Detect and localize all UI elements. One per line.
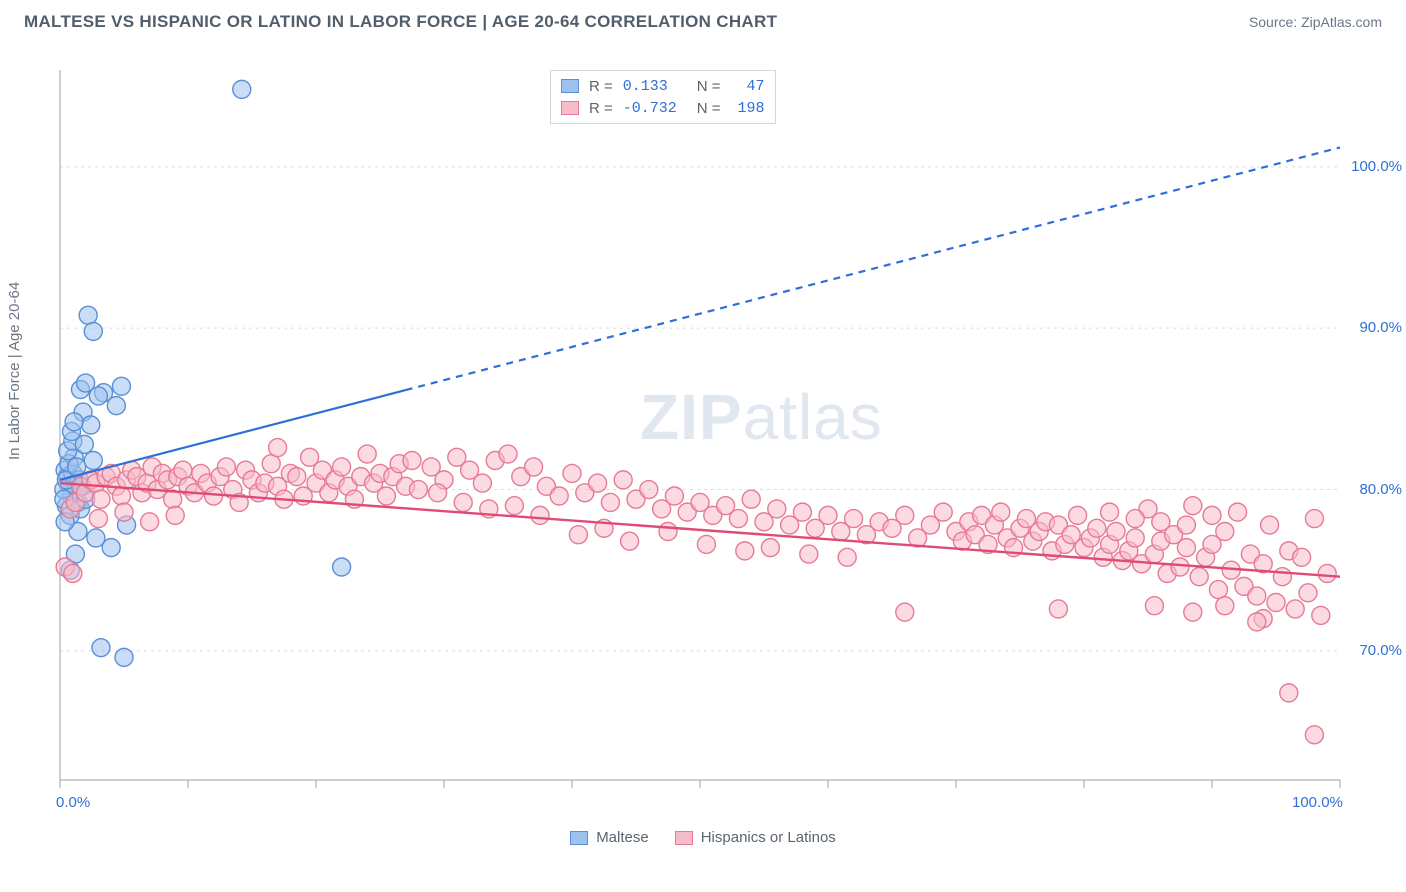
chart-title: MALTESE VS HISPANIC OR LATINO IN LABOR F… xyxy=(24,12,777,32)
y-tick-label: 80.0% xyxy=(1359,481,1402,498)
bottom-legend: Maltese Hispanics or Latinos xyxy=(0,829,1406,846)
y-tick-label: 70.0% xyxy=(1359,642,1402,659)
y-tick-label: 90.0% xyxy=(1359,319,1402,336)
legend-swatch xyxy=(561,101,579,115)
stats-legend-box: R = 0.133N =47R =-0.732N =198 xyxy=(550,70,776,124)
stats-row: R = 0.133N =47 xyxy=(561,75,765,97)
y-axis-label: In Labor Force | Age 20-64 xyxy=(6,282,23,460)
x-axis-max-label: 100.0% xyxy=(1292,794,1343,811)
legend-label: Maltese xyxy=(596,829,649,846)
chart-area: In Labor Force | Age 20-64 ZIPatlas 70.0… xyxy=(0,40,1406,850)
legend-item: Hispanics or Latinos xyxy=(675,829,836,846)
legend-swatch xyxy=(561,79,579,93)
scatter-plot xyxy=(50,50,1350,820)
legend-label: Hispanics or Latinos xyxy=(701,829,836,846)
x-axis-min-label: 0.0% xyxy=(56,794,90,811)
legend-swatch xyxy=(675,831,693,845)
legend-item: Maltese xyxy=(570,829,649,846)
y-tick-label: 100.0% xyxy=(1351,158,1402,175)
chart-header: MALTESE VS HISPANIC OR LATINO IN LABOR F… xyxy=(0,0,1406,40)
legend-swatch xyxy=(570,831,588,845)
stats-row: R =-0.732N =198 xyxy=(561,97,765,119)
chart-source: Source: ZipAtlas.com xyxy=(1249,14,1382,30)
